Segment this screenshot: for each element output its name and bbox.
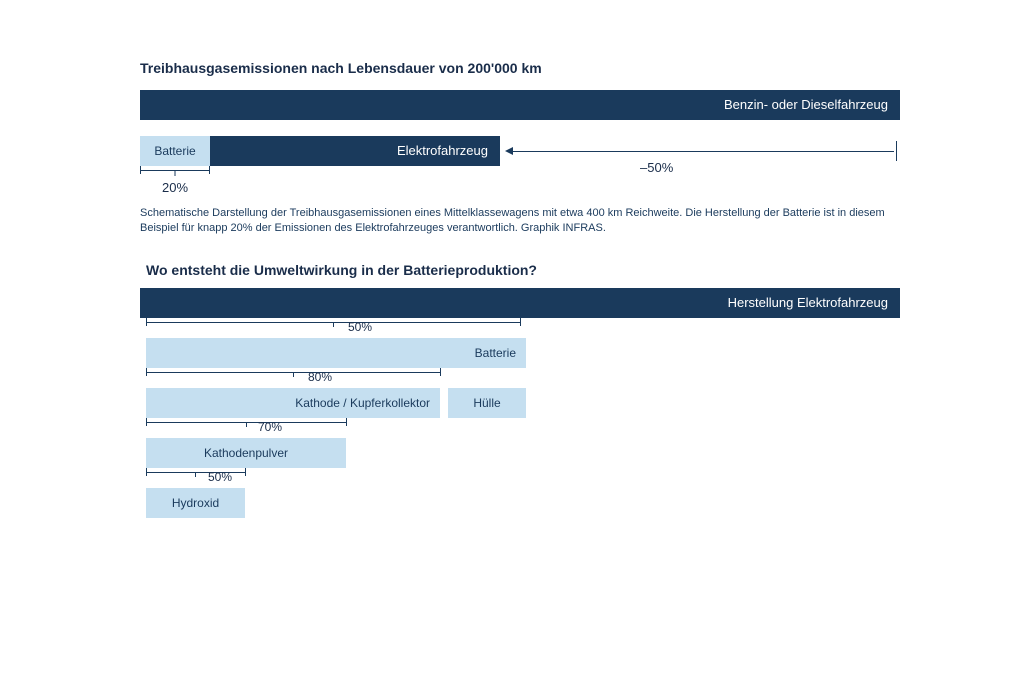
battery-bar: Batterie <box>146 338 526 368</box>
battery-segment: Batterie <box>140 136 210 166</box>
fuel-bar-label: Benzin- oder Dieselfahrzeug <box>140 90 900 120</box>
chart2-block: Herstellung Elektrofahrzeug 50% Batterie… <box>140 288 900 518</box>
chart1-title: Treibhausgasemissionen nach Lebensdauer … <box>140 60 900 76</box>
chart1-ev-bar-row: BatterieElektrofahrzeug <box>140 136 900 166</box>
ev-segment: Elektrofahrzeug <box>210 136 500 166</box>
shell-bar: Hülle <box>448 388 526 418</box>
ev-production-bar: Herstellung Elektrofahrzeug <box>140 288 900 318</box>
bracket-50b-label: 50% <box>208 470 232 484</box>
bracket-80-label: 80% <box>308 370 332 384</box>
bracket-70-label: 70% <box>258 420 282 434</box>
chart2-title: Wo entsteht die Umweltwirkung in der Bat… <box>146 262 900 278</box>
reduction-arrow-end <box>896 141 897 161</box>
reduction-label: –50% <box>640 160 673 175</box>
chart1-caption: Schematische Darstellung der Treibhausga… <box>140 206 900 236</box>
bracket-50: 50% <box>140 318 900 338</box>
hydroxide-bar: Hydroxid <box>146 488 245 518</box>
reduction-arrow-line <box>513 151 894 152</box>
chart1-fuel-bar: Benzin- oder Dieselfahrzeug <box>140 90 900 120</box>
battery-bracket <box>140 166 210 176</box>
bracket-50-label: 50% <box>348 320 372 334</box>
battery-pct-label: 20% <box>140 180 210 195</box>
bracket-50b: 50% <box>140 468 900 488</box>
cathode-collector-bar: Kathode / Kupferkollektor <box>146 388 440 418</box>
bracket-70: 70% <box>140 418 900 438</box>
reduction-arrow-head <box>505 147 513 155</box>
cathode-powder-bar: Kathodenpulver <box>146 438 346 468</box>
bracket-80: 80% <box>140 368 900 388</box>
